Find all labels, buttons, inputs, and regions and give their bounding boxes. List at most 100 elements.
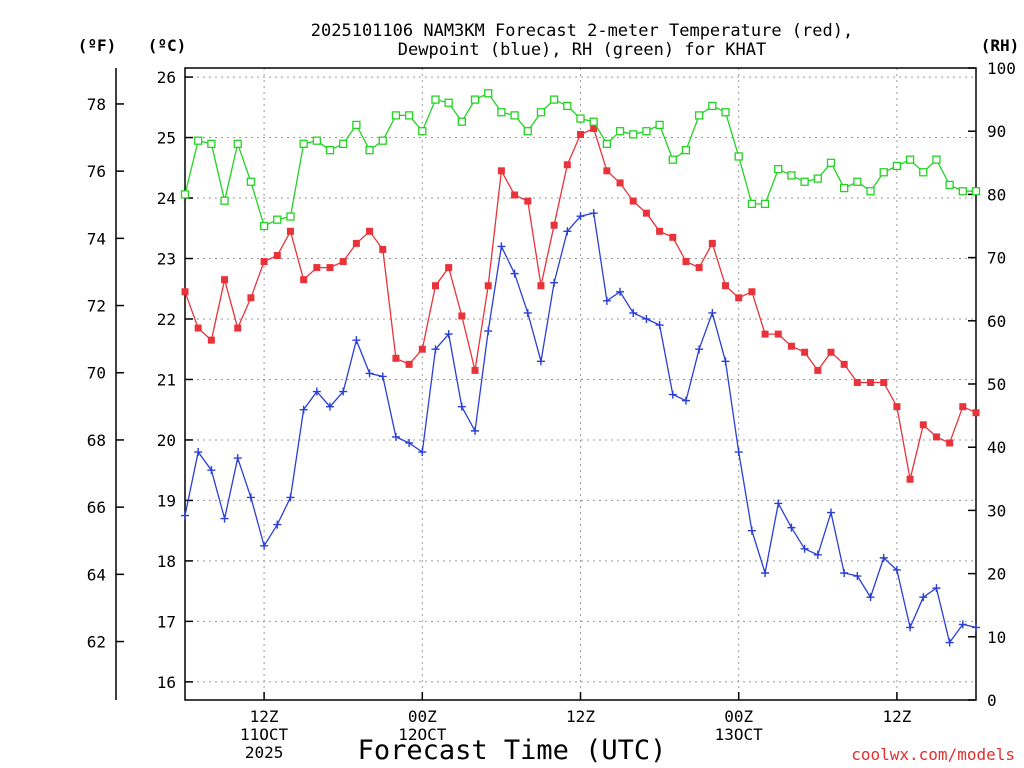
- rh-tick-label: 100: [987, 59, 1016, 78]
- data-point: [801, 348, 809, 356]
- data-point: [233, 454, 242, 463]
- data-point: [813, 174, 822, 183]
- data-point: [642, 127, 651, 136]
- data-point: [352, 239, 360, 247]
- data-point: [246, 493, 255, 502]
- data-point: [708, 308, 717, 317]
- data-point: [708, 239, 716, 247]
- data-point: [418, 448, 427, 457]
- data-point: [853, 572, 862, 581]
- data-point: [577, 131, 584, 139]
- data-point: [273, 520, 282, 529]
- data-point: [932, 433, 940, 441]
- data-point: [233, 139, 242, 148]
- data-point: [695, 345, 704, 354]
- data-point: [299, 139, 308, 148]
- time-tick-label: 12OCT: [398, 725, 447, 744]
- data-point: [339, 139, 348, 148]
- data-point: [418, 127, 427, 136]
- fahrenheit-unit-label: (ºF): [78, 36, 117, 55]
- data-point: [536, 108, 546, 117]
- data-point: [800, 544, 809, 553]
- time-tick-label: 00Z: [408, 707, 437, 726]
- celsius-tick-label: 17: [157, 612, 176, 631]
- series-dewpoint: [181, 209, 980, 647]
- data-point: [286, 493, 295, 502]
- data-point: [589, 209, 598, 218]
- data-point: [194, 324, 202, 332]
- data-point: [971, 187, 981, 196]
- data-point: [563, 101, 572, 111]
- data-point: [457, 117, 467, 126]
- data-point: [366, 227, 374, 235]
- fahrenheit-tick-label: 78: [87, 95, 106, 114]
- data-point: [352, 120, 361, 130]
- data-point: [550, 221, 558, 229]
- data-point: [747, 199, 757, 209]
- time-tick-label: 12Z: [250, 707, 279, 726]
- data-point: [642, 209, 650, 217]
- data-point: [220, 196, 229, 205]
- data-point: [959, 403, 967, 411]
- fahrenheit-tick-label: 72: [87, 297, 106, 316]
- data-point: [879, 168, 888, 177]
- data-point: [892, 565, 901, 574]
- rh-tick-label: 60: [987, 312, 1006, 331]
- data-point: [313, 264, 321, 272]
- data-point: [260, 541, 269, 550]
- data-point: [669, 233, 677, 241]
- data-point: [958, 187, 967, 196]
- data-point: [404, 111, 414, 120]
- data-point: [391, 432, 400, 441]
- data-point: [708, 101, 717, 111]
- data-point: [945, 638, 954, 647]
- data-point: [300, 276, 308, 284]
- data-point: [471, 366, 479, 374]
- data-point: [444, 98, 453, 107]
- data-point: [866, 593, 875, 602]
- data-point: [497, 242, 506, 251]
- data-point: [589, 117, 598, 126]
- data-point: [484, 327, 493, 336]
- fahrenheit-tick-label: 70: [87, 364, 106, 383]
- data-point: [945, 180, 954, 190]
- data-point: [418, 345, 426, 353]
- data-point: [814, 366, 822, 374]
- data-point: [537, 282, 545, 290]
- data-point: [339, 258, 347, 266]
- data-point: [431, 95, 440, 104]
- data-point: [234, 324, 242, 332]
- time-tick-label: 12Z: [566, 707, 595, 726]
- data-point: [642, 314, 651, 323]
- data-point: [339, 387, 348, 396]
- data-point: [510, 269, 519, 278]
- data-point: [656, 227, 664, 235]
- series-rh: [180, 89, 981, 231]
- data-point: [919, 421, 927, 429]
- data-point: [221, 276, 229, 284]
- data-point: [273, 251, 281, 259]
- data-point: [787, 342, 795, 350]
- chart-title-line2: Dewpoint (blue), RH (green) for KHAT: [398, 40, 766, 60]
- data-point: [523, 127, 532, 136]
- celsius-tick-label: 22: [157, 310, 176, 329]
- data-point: [629, 197, 637, 205]
- data-point: [932, 584, 941, 593]
- rh-tick-label: 30: [987, 501, 1006, 520]
- data-point: [259, 221, 269, 231]
- plot-frame: [184, 67, 977, 701]
- data-point: [470, 95, 480, 104]
- data-point: [761, 568, 770, 577]
- data-point: [458, 312, 466, 320]
- data-point: [906, 475, 914, 483]
- data-point: [378, 136, 387, 145]
- data-point: [431, 345, 440, 354]
- rh-tick-label: 90: [987, 122, 1006, 141]
- data-point: [312, 136, 321, 145]
- data-point: [194, 448, 203, 457]
- fahrenheit-tick-label: 76: [87, 162, 106, 181]
- data-point: [497, 167, 505, 175]
- data-point: [497, 108, 506, 117]
- data-point: [181, 288, 189, 296]
- data-point: [484, 89, 493, 98]
